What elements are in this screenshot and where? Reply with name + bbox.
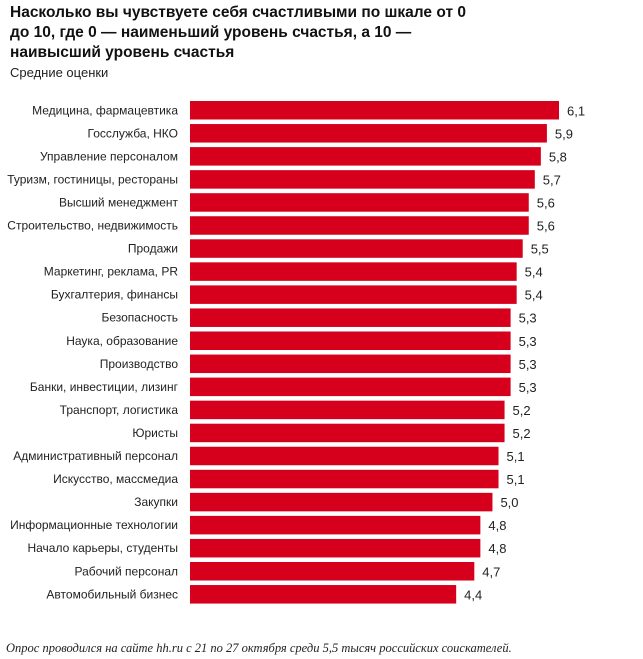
category-label: Продажи (128, 242, 178, 256)
category-label: Транспорт, логистика (60, 403, 179, 417)
bar (190, 562, 475, 581)
bar-chart: Медицина, фармацевтика 6,1 Госслужба, НКО 5… (7, 101, 585, 604)
value-label: 5,3 (519, 380, 537, 395)
bar (190, 400, 505, 420)
category-label: Банки, инвестиции, лизинг (30, 380, 179, 394)
bar (190, 170, 535, 189)
value-label: 5,8 (549, 149, 567, 164)
bar (190, 124, 547, 143)
value-label: 4,8 (488, 541, 506, 556)
category-label: Начало карьеры, студенты (27, 541, 178, 555)
category-label: Маркетинг, реклама, PR (44, 265, 179, 279)
value-label: 5,2 (513, 403, 531, 418)
bar (190, 101, 559, 120)
category-label: Автомобильный бизнес (46, 587, 178, 601)
value-label: 5,3 (519, 357, 537, 372)
category-label: Административный персонал (13, 449, 178, 463)
bar (190, 538, 481, 558)
value-label: 5,4 (525, 265, 543, 280)
chart-subtitle: Средние оценки (10, 65, 109, 80)
bar (190, 377, 511, 397)
value-label: 5,3 (519, 334, 537, 349)
bar (190, 423, 505, 443)
bar (190, 469, 499, 489)
value-label: 6,1 (567, 103, 585, 118)
value-label: 5,4 (525, 288, 543, 303)
value-label: 5,5 (531, 242, 549, 257)
bar (190, 147, 541, 166)
value-label: 5,1 (507, 472, 525, 487)
bar (190, 354, 511, 374)
value-label: 5,2 (513, 426, 531, 441)
value-label: 4,7 (482, 564, 500, 579)
category-label: Юристы (132, 426, 178, 440)
bar (190, 331, 511, 350)
value-label: 5,6 (537, 195, 555, 210)
footnote: Опрос проводился на сайте hh.ru с 21 по … (6, 641, 512, 655)
bar (190, 285, 517, 304)
bar (190, 308, 511, 327)
bar (190, 239, 523, 258)
value-label: 5,3 (519, 311, 537, 326)
bar (190, 216, 529, 235)
value-label: 4,4 (464, 587, 482, 602)
category-label: Госслужба, НКО (88, 126, 178, 140)
value-label: 5,6 (537, 219, 555, 234)
category-label: Искусство, массмедиа (53, 472, 178, 486)
category-label: Информационные технологии (10, 518, 178, 532)
category-label: Бухгалтерия, финансы (51, 288, 178, 302)
category-label: Строительство, недвижимость (7, 219, 178, 233)
category-label: Высший менеджмент (59, 195, 179, 209)
category-label: Управление персоналом (40, 149, 178, 163)
value-label: 5,9 (555, 126, 573, 141)
category-label: Рабочий персонал (74, 564, 178, 578)
category-label: Наука, образование (66, 334, 178, 348)
category-label: Безопасность (101, 311, 178, 325)
bar (190, 515, 481, 535)
bar (190, 585, 457, 604)
value-label: 5,1 (507, 449, 525, 464)
category-label: Закупки (134, 495, 178, 509)
category-label: Туризм, гостиницы, рестораны (7, 172, 178, 186)
value-label: 5,0 (500, 495, 518, 510)
bar (190, 446, 499, 466)
category-label: Производство (100, 357, 179, 371)
chart-title: Насколько вы чувствуете себя счастливыми… (10, 4, 466, 61)
bar (190, 193, 529, 212)
bar (190, 492, 493, 512)
value-label: 5,7 (543, 172, 561, 187)
category-label: Медицина, фармацевтика (32, 103, 178, 117)
value-label: 4,8 (488, 518, 506, 533)
bar (190, 262, 517, 281)
